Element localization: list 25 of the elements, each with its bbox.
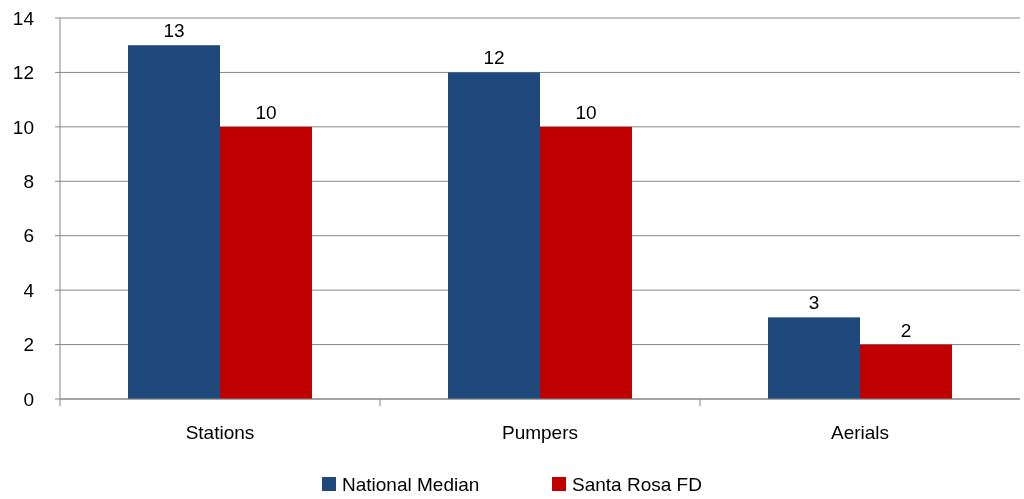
legend-label: Santa Rosa FD [572, 473, 702, 495]
x-tick-label: Stations [185, 422, 255, 443]
y-tick-label: 0 [23, 388, 34, 410]
data-label: 13 [163, 20, 185, 42]
data-label: 2 [900, 319, 912, 341]
data-label: 10 [255, 101, 277, 123]
bar [448, 72, 540, 399]
y-tick-label: 4 [23, 279, 35, 301]
y-tick-label: 12 [12, 62, 34, 84]
x-tick-label: Pumpers [501, 422, 579, 443]
bar [220, 126, 312, 399]
x-tick-label: Aerials [830, 422, 890, 443]
y-tick-label: 10 [12, 116, 34, 138]
data-label: 10 [575, 101, 597, 123]
bar [768, 317, 860, 399]
y-tick-label: 6 [23, 225, 34, 247]
bar [540, 126, 632, 399]
legend-label: National Median [342, 473, 480, 495]
y-tick-label: 14 [12, 7, 35, 29]
y-tick-label: 2 [23, 334, 34, 356]
bar [128, 45, 220, 399]
data-label: 12 [483, 47, 505, 69]
bar [860, 344, 952, 399]
y-tick-label: 8 [23, 170, 34, 192]
data-label: 3 [808, 292, 820, 314]
